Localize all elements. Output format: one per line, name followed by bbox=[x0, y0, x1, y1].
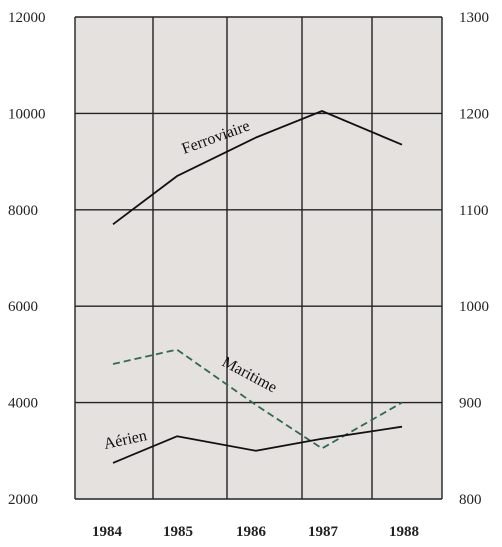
y-tick-label-left: 2000 bbox=[8, 492, 38, 508]
x-tick-label: 1985 bbox=[163, 524, 193, 540]
x-tick-label: 1987 bbox=[308, 524, 339, 540]
x-tick-label: 1988 bbox=[389, 524, 419, 540]
series-line-ferroviaire bbox=[112, 110, 403, 226]
y-tick-label-left: 8000 bbox=[8, 203, 38, 219]
y-tick-label-right: 1100 bbox=[459, 203, 488, 219]
y-tick-label-right: 800 bbox=[459, 492, 482, 508]
series-layer bbox=[112, 110, 403, 464]
y-tick-label-right: 1300 bbox=[459, 10, 489, 26]
left-axis: 2000 4000 6000 8000 10000 12000 bbox=[8, 10, 46, 508]
y-tick-label-left: 10000 bbox=[8, 106, 46, 122]
x-axis: 1984 1985 1986 1987 1988 bbox=[92, 524, 419, 540]
y-tick-label-right: 900 bbox=[459, 396, 482, 412]
y-tick-label-right: 1200 bbox=[459, 106, 489, 122]
plot-background bbox=[75, 17, 442, 499]
series-line-aerien bbox=[112, 425, 403, 464]
y-tick-label-left: 4000 bbox=[8, 396, 38, 412]
y-tick-label-right: 1000 bbox=[459, 299, 489, 315]
x-tick-label: 1984 bbox=[92, 524, 123, 540]
y-tick-label-left: 6000 bbox=[8, 299, 38, 315]
grid bbox=[74, 16, 443, 500]
x-tick-label: 1986 bbox=[236, 524, 267, 540]
right-axis: 800 900 1000 1100 1200 1300 bbox=[459, 10, 489, 508]
y-tick-label-left: 12000 bbox=[8, 10, 46, 26]
